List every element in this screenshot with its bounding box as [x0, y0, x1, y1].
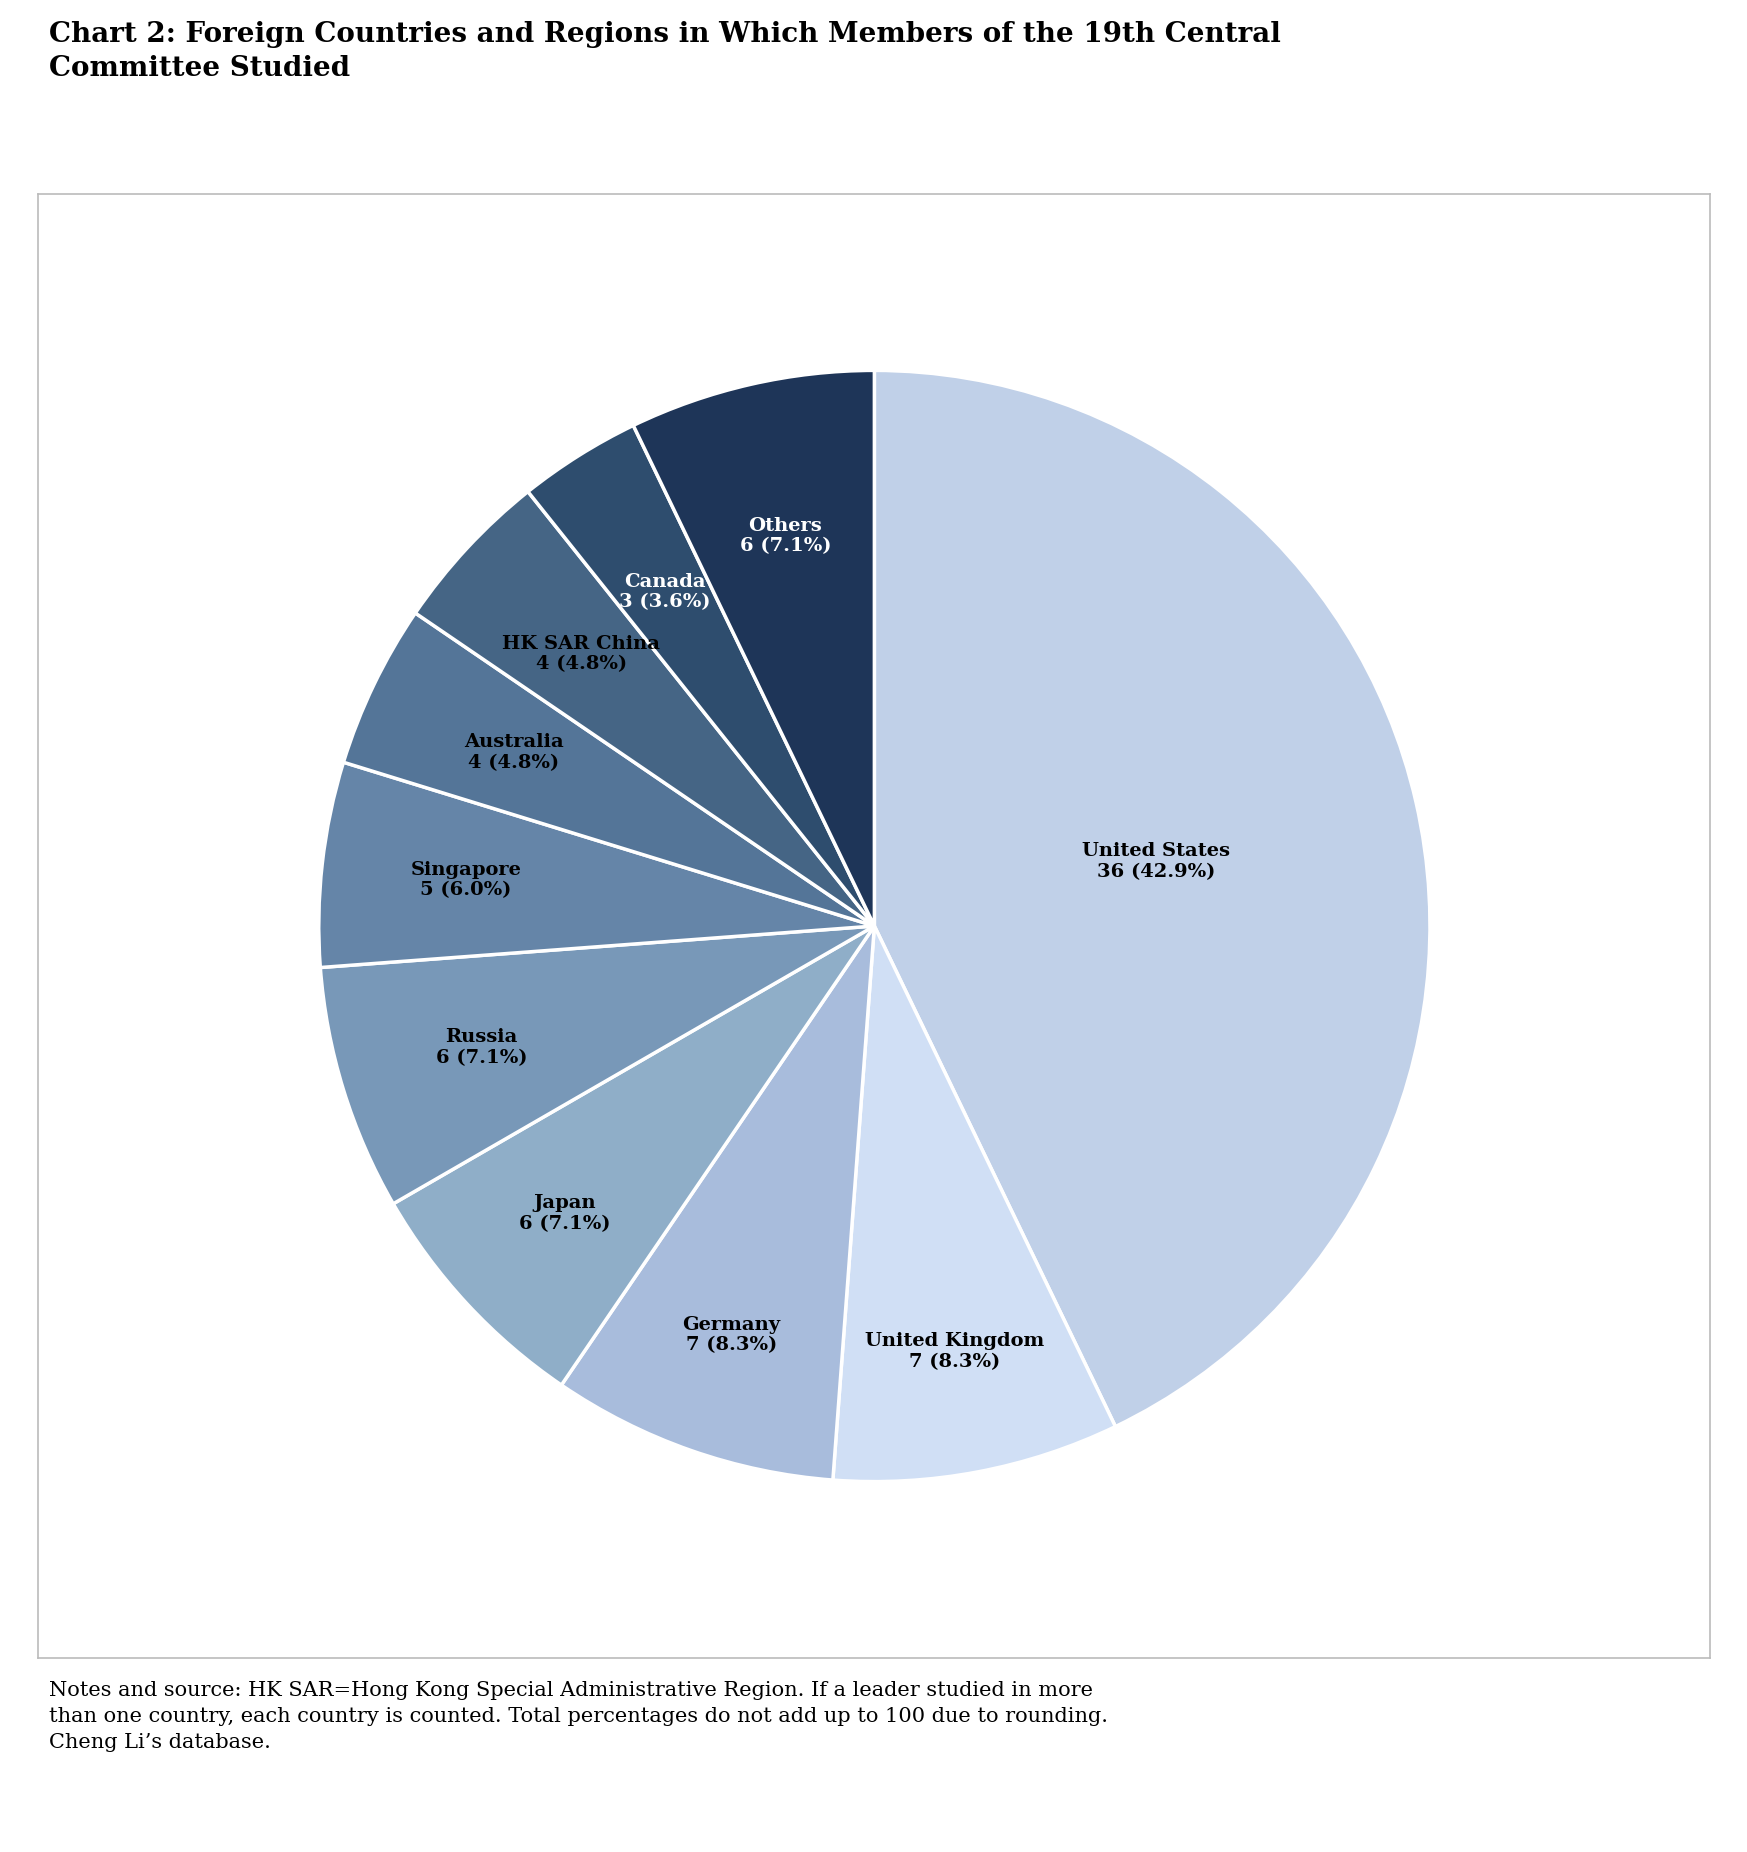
- Text: Australia
4 (4.8%): Australia 4 (4.8%): [465, 733, 564, 772]
- Text: United States
36 (42.9%): United States 36 (42.9%): [1081, 843, 1230, 882]
- Wedge shape: [561, 926, 874, 1480]
- Wedge shape: [833, 926, 1115, 1482]
- Text: Others
6 (7.1%): Others 6 (7.1%): [739, 517, 832, 556]
- Text: Notes and source: HK SAR=Hong Kong Special Administrative Region. If a leader st: Notes and source: HK SAR=Hong Kong Speci…: [49, 1682, 1108, 1752]
- Wedge shape: [393, 926, 874, 1385]
- Wedge shape: [318, 763, 874, 967]
- Text: Singapore
5 (6.0%): Singapore 5 (6.0%): [411, 861, 521, 900]
- Text: Canada
3 (3.6%): Canada 3 (3.6%): [618, 572, 711, 611]
- Wedge shape: [320, 926, 874, 1204]
- Text: HK SAR China
4 (4.8%): HK SAR China 4 (4.8%): [501, 635, 660, 674]
- Wedge shape: [344, 613, 874, 926]
- Text: Germany
7 (8.3%): Germany 7 (8.3%): [681, 1315, 781, 1354]
- Wedge shape: [528, 426, 874, 926]
- Text: Chart 2: Foreign Countries and Regions in Which Members of the 19th Central
Comm: Chart 2: Foreign Countries and Regions i…: [49, 20, 1281, 83]
- Wedge shape: [874, 370, 1431, 1426]
- Text: Japan
6 (7.1%): Japan 6 (7.1%): [519, 1195, 611, 1233]
- Wedge shape: [634, 370, 875, 926]
- Text: Russia
6 (7.1%): Russia 6 (7.1%): [435, 1028, 528, 1067]
- Wedge shape: [416, 491, 874, 926]
- Text: United Kingdom
7 (8.3%): United Kingdom 7 (8.3%): [865, 1332, 1045, 1370]
